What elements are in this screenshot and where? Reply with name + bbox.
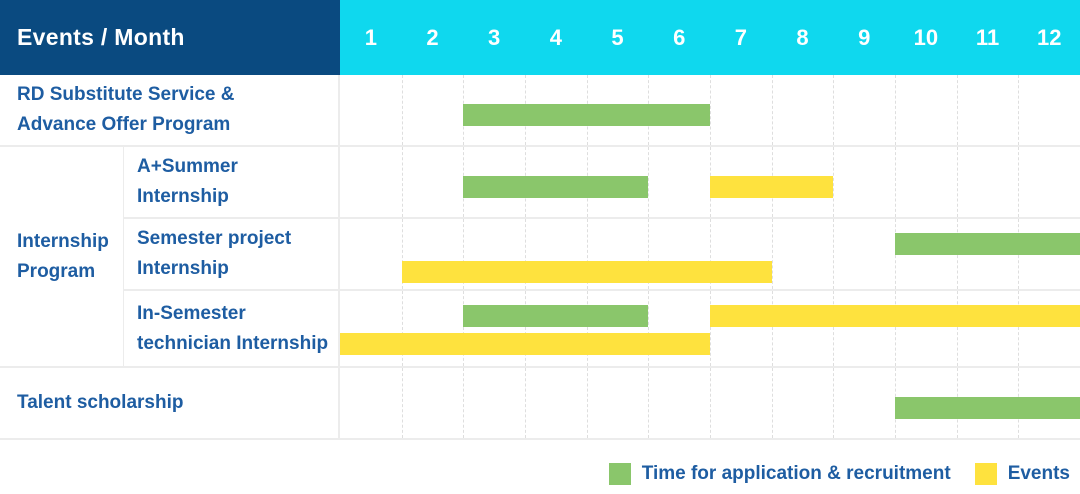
month-gridline (401, 75, 403, 145)
event-label: In-Semester technician Internship (124, 291, 340, 366)
month-gridline (586, 368, 588, 438)
month-header-cell-10: 10 (913, 24, 939, 50)
event-label: Semester project Internship (124, 219, 340, 289)
month-header-cell-5: 5 (611, 24, 624, 50)
event-row: Semester project Internship (124, 219, 1080, 291)
event-row: In-Semester technician Internship (124, 291, 1080, 366)
timeline-cell (340, 147, 1080, 217)
month-gridline (1018, 75, 1020, 145)
group-label: Internship Program (0, 147, 124, 366)
month-header-cell-4: 4 (549, 24, 562, 50)
month-gridline (833, 291, 835, 366)
month-header-cell-9: 9 (858, 24, 871, 50)
month-gridline (956, 291, 958, 366)
month-gridline (463, 219, 465, 289)
month-gridline (771, 291, 773, 366)
month-gridline (401, 219, 403, 289)
month-gridline (710, 219, 711, 289)
legend: Time for application & recruitment Events (0, 458, 1080, 490)
month-gridline (463, 368, 465, 438)
timeline-cell (340, 368, 1080, 438)
month-header: 1 2 3 4 5 6 7 8 9 10 11 12 (340, 0, 1080, 75)
month-header-cell-6: 6 (673, 24, 686, 50)
event-row: RD Substitute Service & Advance Offer Pr… (0, 75, 1080, 147)
event-bar (401, 261, 772, 283)
group-rows: A+Summer Internship Semester project Inte… (124, 147, 1080, 366)
month-header-cell-2: 2 (426, 24, 439, 50)
month-gridline (710, 75, 711, 145)
month-gridline (833, 219, 835, 289)
application-recruitment-bar (463, 305, 649, 327)
header-row: Events / Month 1 2 3 4 5 6 7 8 9 10 11 12 (0, 0, 1080, 75)
application-recruitment-bar (463, 176, 649, 198)
month-gridline (648, 147, 650, 217)
application-recruitment-bar (463, 104, 710, 126)
month-gridline (956, 147, 958, 217)
month-gridline (833, 368, 835, 438)
legend-label: Time for application & recruitment (641, 463, 951, 484)
event-bar (710, 305, 1080, 327)
month-gridline (463, 291, 465, 366)
event-bar (340, 333, 710, 355)
timeline-cell (340, 75, 1080, 145)
month-gridline (648, 219, 650, 289)
event-label: A+Summer Internship (124, 147, 340, 217)
month-gridline (401, 368, 403, 438)
month-gridline (586, 219, 588, 289)
legend-item-yellow: Events (974, 463, 1070, 485)
month-gridline (525, 368, 526, 438)
month-gridline (956, 75, 958, 145)
event-label: RD Substitute Service & Advance Offer Pr… (0, 75, 340, 145)
corner-header: Events / Month (0, 0, 340, 75)
table-body: RD Substitute Service & Advance Offer Pr… (0, 75, 1080, 440)
event-bar (710, 176, 834, 198)
month-gridline (710, 368, 711, 438)
legend-label: Events (1007, 463, 1070, 484)
timeline-cell (340, 219, 1080, 289)
month-gridline (771, 368, 773, 438)
event-row: Talent scholarship (0, 368, 1080, 440)
month-gridline (710, 291, 711, 366)
event-row: A+Summer Internship (124, 147, 1080, 219)
month-gridline (1018, 291, 1020, 366)
month-gridline (525, 219, 526, 289)
month-gridline (1018, 147, 1020, 217)
month-header-cell-7: 7 (734, 24, 747, 50)
month-gridline (895, 75, 896, 145)
legend-swatch-yellow (974, 463, 997, 485)
timeline-cell (340, 291, 1080, 366)
header-title: Events / Month (17, 24, 185, 50)
month-gridline (771, 219, 773, 289)
month-header-cell-8: 8 (796, 24, 809, 50)
month-gridline (648, 291, 650, 366)
month-gridline (895, 291, 896, 366)
legend-item-green: Time for application & recruitment (608, 463, 951, 485)
month-header-cell-1: 1 (364, 24, 377, 50)
month-gridline (771, 75, 773, 145)
month-gridline (833, 75, 835, 145)
legend-swatch-green (608, 463, 631, 485)
application-recruitment-bar (895, 397, 1080, 419)
application-recruitment-bar (895, 233, 1080, 255)
month-gridline (401, 147, 403, 217)
month-gridline (525, 291, 526, 366)
event-group: Internship Program A+Summer Internship Sem… (0, 147, 1080, 368)
month-header-cell-12: 12 (1036, 24, 1062, 50)
month-gridline (401, 291, 403, 366)
month-header-cell-3: 3 (488, 24, 501, 50)
month-header-cell-11: 11 (975, 24, 1000, 50)
month-gridline (648, 368, 650, 438)
month-gridline (586, 291, 588, 366)
event-label: Talent scholarship (0, 368, 340, 438)
month-gridline (895, 147, 896, 217)
month-gridline (833, 147, 835, 217)
